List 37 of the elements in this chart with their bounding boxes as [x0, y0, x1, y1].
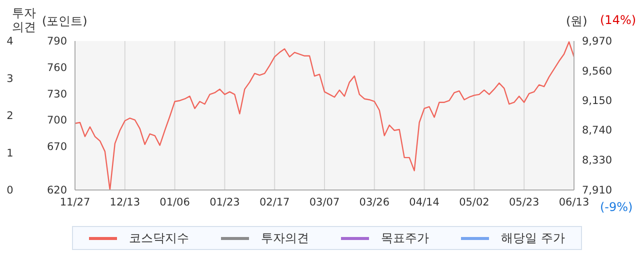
y3-tick-label: 0	[6, 184, 14, 197]
x-tick-label: 12/13	[110, 196, 140, 208]
y3-tick-label: 2	[6, 110, 14, 122]
y2-tick-label: 8,740	[582, 124, 612, 137]
y3-axis-title: 투자의견	[12, 6, 37, 34]
x-tick-label: 11/27	[60, 196, 90, 208]
y-tick-label: 620	[46, 184, 67, 197]
x-tick-label: 04/14	[409, 196, 440, 208]
y-tick-label: 730	[46, 88, 67, 100]
y2-tick-label: 9,560	[582, 65, 612, 78]
x-tick-label: 02/17	[259, 196, 290, 208]
x-tick-label: 05/23	[508, 196, 540, 208]
x-tick-label: 06/13	[558, 196, 590, 208]
y2-tick-label: 8,330	[582, 154, 612, 166]
text: (14%)	[600, 13, 636, 27]
y-tick-label: 700	[46, 114, 67, 127]
legend-label: 목표주가	[380, 230, 430, 246]
y-axis-title: (포인트)	[42, 13, 88, 30]
y-tick-label: 670	[46, 140, 67, 153]
x-tick-label: 03/07	[309, 196, 340, 208]
text: (-9%)	[600, 200, 633, 214]
y2-tick-label: 7,910	[582, 184, 612, 197]
x-tick-label: 01/06	[160, 196, 190, 208]
y2-tick-label: 9,970	[582, 36, 612, 48]
x-tick-label: 03/26	[359, 196, 390, 208]
legend-label: 코스닥지수	[128, 230, 190, 246]
x-tick-label: 01/23	[210, 196, 240, 208]
y2-tick-label: 9,150	[582, 95, 612, 108]
legend-label: 투자의견	[260, 230, 310, 246]
legend-label: 해당일 주가	[500, 230, 565, 246]
x-tick-label: 05/02	[459, 196, 490, 208]
y3-tick-label: 4	[6, 36, 14, 48]
y-tick-label: 760	[46, 62, 67, 74]
y3-tick-label: 1	[6, 147, 14, 160]
y-tick-label: 790	[46, 36, 67, 48]
y3-tick-label: 3	[6, 72, 14, 85]
y2-axis-title: (원)	[566, 13, 588, 30]
